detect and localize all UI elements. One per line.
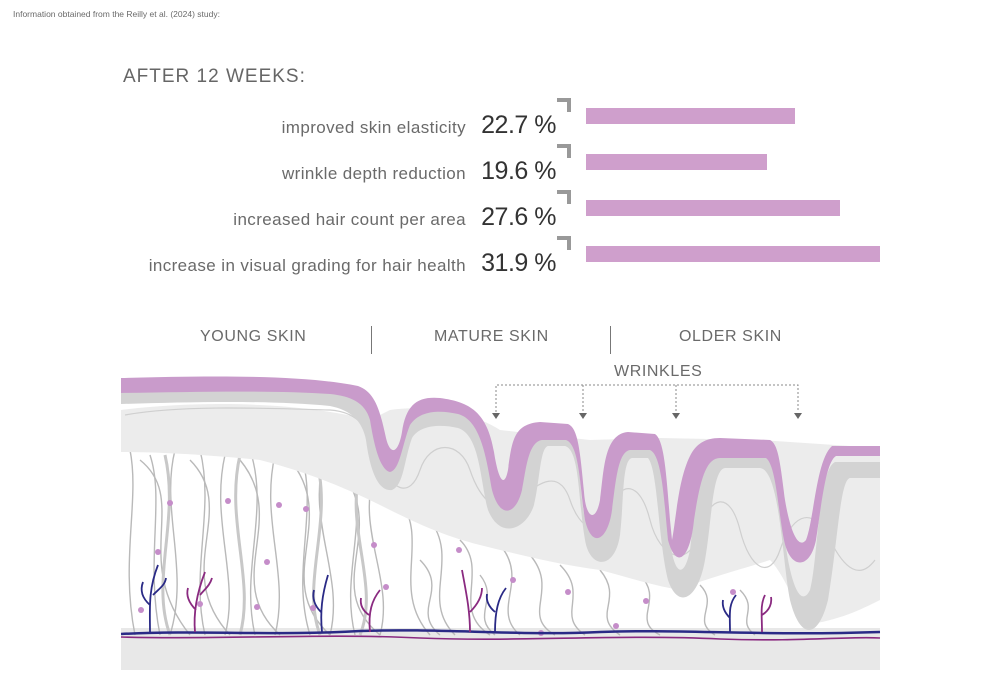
corner-bracket-icon [557,236,571,250]
capillary-branches [140,564,773,633]
blood-vessel-blue [120,629,881,636]
section-mature-skin: MATURE SKIN [434,328,549,345]
subcutaneous-base [121,628,880,670]
stat-label: increased hair count per area [233,210,466,229]
wrinkle-arrow-2 [579,413,587,419]
wrinkles-bracket [495,384,799,412]
wrinkle-arrow-4 [794,413,802,419]
stat-row: wrinkle depth reduction 19.6 % [0,144,1000,186]
dermal-cells [138,498,736,636]
stat-row: increased hair count per area 27.6 % [0,190,1000,232]
epidermis-layer [121,376,880,563]
stat-label: improved skin elasticity [281,118,466,137]
stat-row: increase in visual grading for hair heal… [0,236,1000,278]
corner-bracket-icon [557,98,571,112]
section-divider [371,326,372,354]
stat-bar [586,154,767,170]
stat-value: 22.7 % [481,111,556,139]
wrinkles-label: WRINKLES [614,363,703,380]
section-older-skin: OLDER SKIN [679,328,782,345]
stat-bar [586,200,840,216]
stat-value: 31.9 % [481,249,556,277]
stat-bar [586,108,795,124]
wrinkle-arrow-1 [492,413,500,419]
chart-title: AFTER 12 WEEKS: [123,66,306,87]
skin-grey-band [121,386,880,630]
skin-section-headers: YOUNG SKIN MATURE SKIN OLDER SKIN [0,326,1000,356]
corner-bracket-icon [557,190,571,204]
corner-bracket-icon [557,144,571,158]
section-divider [610,326,611,354]
stat-label: increase in visual grading for hair heal… [148,256,466,275]
stat-bar [586,246,880,262]
source-note: Information obtained from the Reilly et … [13,9,220,19]
stat-row: improved skin elasticity 22.7 % [0,98,1000,140]
collagen-fibers [128,449,756,636]
stat-value: 19.6 % [481,157,556,185]
stat-label: wrinkle depth reduction [281,164,466,183]
blood-vessel-purple [120,635,881,641]
wrinkle-arrow-3 [672,413,680,419]
stat-value: 27.6 % [481,203,556,231]
wrinkle-arrows [492,413,802,419]
section-young-skin: YOUNG SKIN [200,328,307,345]
